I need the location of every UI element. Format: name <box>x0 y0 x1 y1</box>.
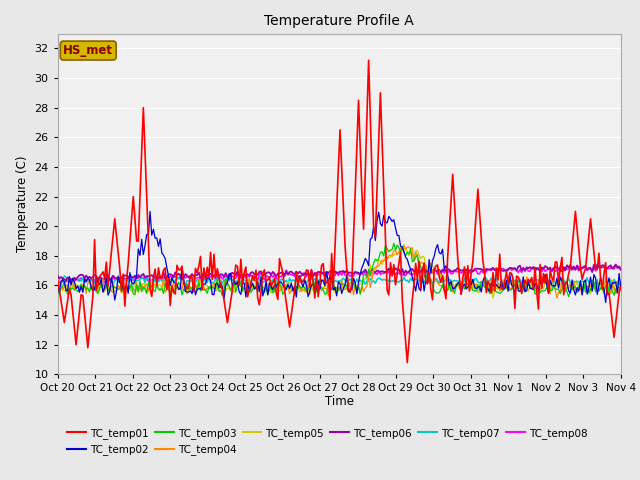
Text: HS_met: HS_met <box>63 44 113 57</box>
Y-axis label: Temperature (C): Temperature (C) <box>16 156 29 252</box>
Title: Temperature Profile A: Temperature Profile A <box>264 14 414 28</box>
X-axis label: Time: Time <box>324 395 354 408</box>
Legend: TC_temp01, TC_temp02, TC_temp03, TC_temp04, TC_temp05, TC_temp06, TC_temp07, TC_: TC_temp01, TC_temp02, TC_temp03, TC_temp… <box>63 424 591 459</box>
